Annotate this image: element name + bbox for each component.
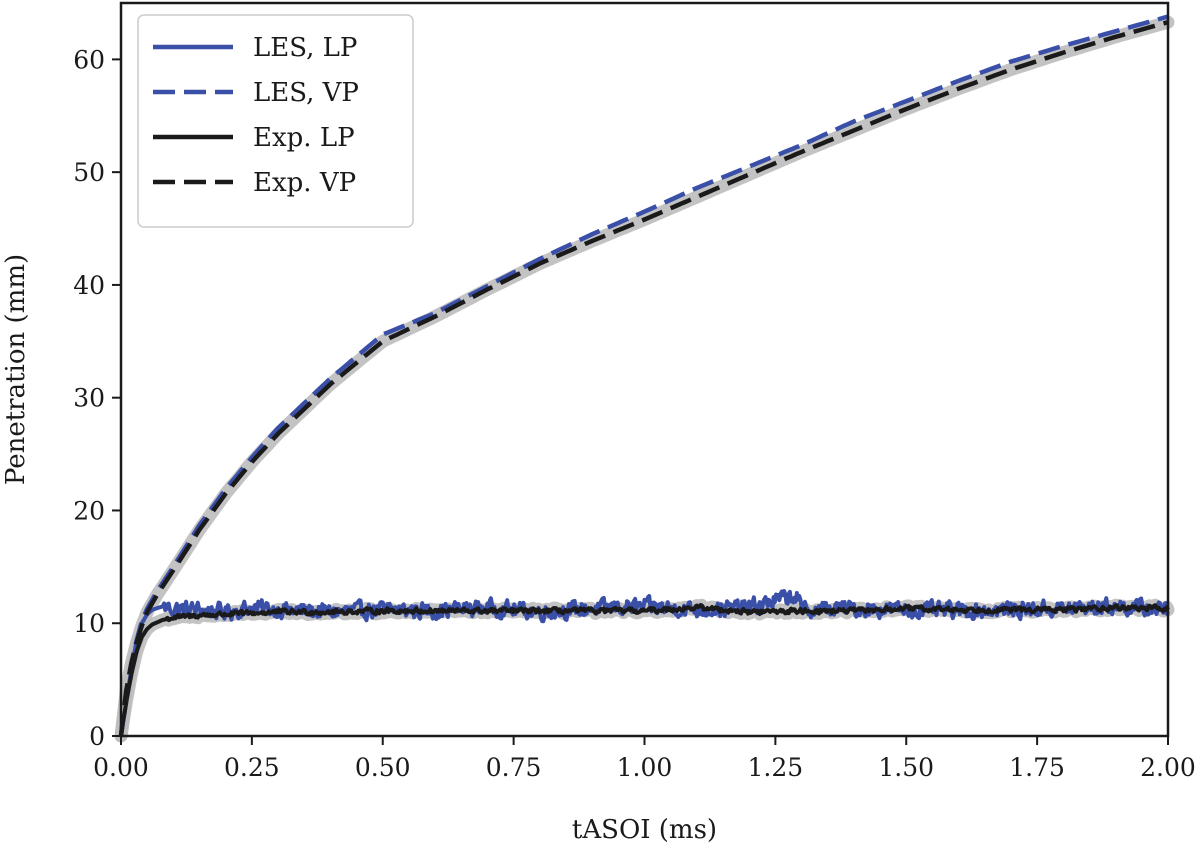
x-tick-label: 0.00 <box>93 753 149 782</box>
y-tick-label: 20 <box>73 496 105 525</box>
legend-box <box>137 14 414 228</box>
y-tick-label: 60 <box>73 45 105 74</box>
y-axis-ticks: 0 10 20 30 40 50 60 <box>73 45 121 751</box>
x-tick-label: 1.50 <box>878 753 934 782</box>
y-tick-label: 50 <box>73 158 105 187</box>
x-axis-title: tASOI (ms) <box>572 815 717 845</box>
x-tick-label: 0.75 <box>486 753 542 782</box>
y-tick-label: 10 <box>73 609 105 638</box>
legend-label-exp-lp: Exp. LP <box>253 123 355 153</box>
series-line-exp-lp <box>119 603 1170 737</box>
y-axis-title: Penetration (mm) <box>1 254 31 485</box>
x-tick-label: 0.25 <box>224 753 280 782</box>
legend-label-les-lp: LES, LP <box>253 33 357 63</box>
x-tick-label: 1.25 <box>748 753 804 782</box>
y-tick-label: 30 <box>73 384 105 413</box>
x-tick-label: 1.00 <box>617 753 673 782</box>
legend-label-exp-vp: Exp. VP <box>253 168 356 198</box>
x-tick-label: 1.75 <box>1009 753 1065 782</box>
series-line-exp-vp <box>118 20 1169 737</box>
x-tick-label: 0.50 <box>355 753 411 782</box>
x-tick-label: 2.00 <box>1140 753 1196 782</box>
y-tick-label: 0 <box>89 722 105 751</box>
y-tick-label: 40 <box>73 271 105 300</box>
series-lines <box>118 14 1170 737</box>
legend-label-les-vp: LES, VP <box>253 78 359 108</box>
series-line-les-vp <box>118 14 1169 737</box>
x-axis-ticks: 0.00 0.25 0.50 0.75 1.00 1.25 1.50 1.75 2.00 <box>93 736 1196 782</box>
legend: LES, LP LES, VP Exp. LP Exp. VP <box>137 14 414 228</box>
